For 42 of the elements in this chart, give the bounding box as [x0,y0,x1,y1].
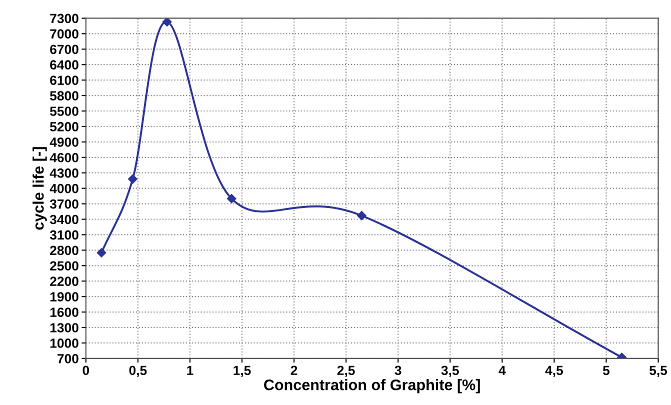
point [128,174,138,184]
y-tick-label: 3100 [50,230,78,240]
x-tick-label: 3 [394,366,402,376]
point [96,248,106,258]
y-tick-label: 4300 [50,168,78,178]
y-tick-label: 6400 [50,60,78,70]
y-tick-label: 5200 [50,122,78,132]
y-tick-label: 700 [58,354,78,364]
y-tick-label: 5800 [50,91,78,100]
x-tick-label: 1,5 [234,366,251,377]
y-tick-label: 4000 [50,184,78,194]
y-tick-label: 7000 [50,29,78,39]
y-tick-label: 4900 [50,138,78,147]
point [162,18,172,26]
x-tick-label: 2,5 [337,366,355,377]
point [226,194,236,204]
y-tick-label: 7300 [50,14,78,24]
y-tick-label: 6700 [50,44,78,54]
x-tick-label: 5 [602,366,610,376]
x-tick-label: 4,5 [545,366,563,377]
point [357,211,366,220]
y-tick-label: 2500 [50,261,78,271]
x-tick-label: 3,5 [441,366,459,377]
y-tick-label: 3400 [50,214,78,224]
x-tick-label: 4 [498,366,506,375]
y-axis-title: cycle life [-] [32,147,47,230]
y-tick-label: 1600 [50,308,78,317]
y-tick-label: 3700 [50,199,78,209]
y-tick-label: 1000 [50,338,78,348]
x-tick-label: 0,5 [129,366,147,377]
x-tick-label: 5,5 [649,366,668,377]
y-tick-label: 4600 [50,152,78,162]
x-tick-label: 0 [82,366,90,376]
y-tick-label: 2800 [50,246,78,256]
x-tick-label: 2 [290,366,298,375]
x-tick-label: 1 [187,366,194,375]
y-tick-label: 1900 [50,292,78,302]
y-tick-label: 1300 [50,323,78,332]
y-tick-label: 6100 [50,76,78,85]
y-tick-label: 2200 [50,276,78,286]
y-tick-label: 5500 [50,106,78,116]
x-axis-title: Concentration of Graphite [%] [264,379,480,394]
